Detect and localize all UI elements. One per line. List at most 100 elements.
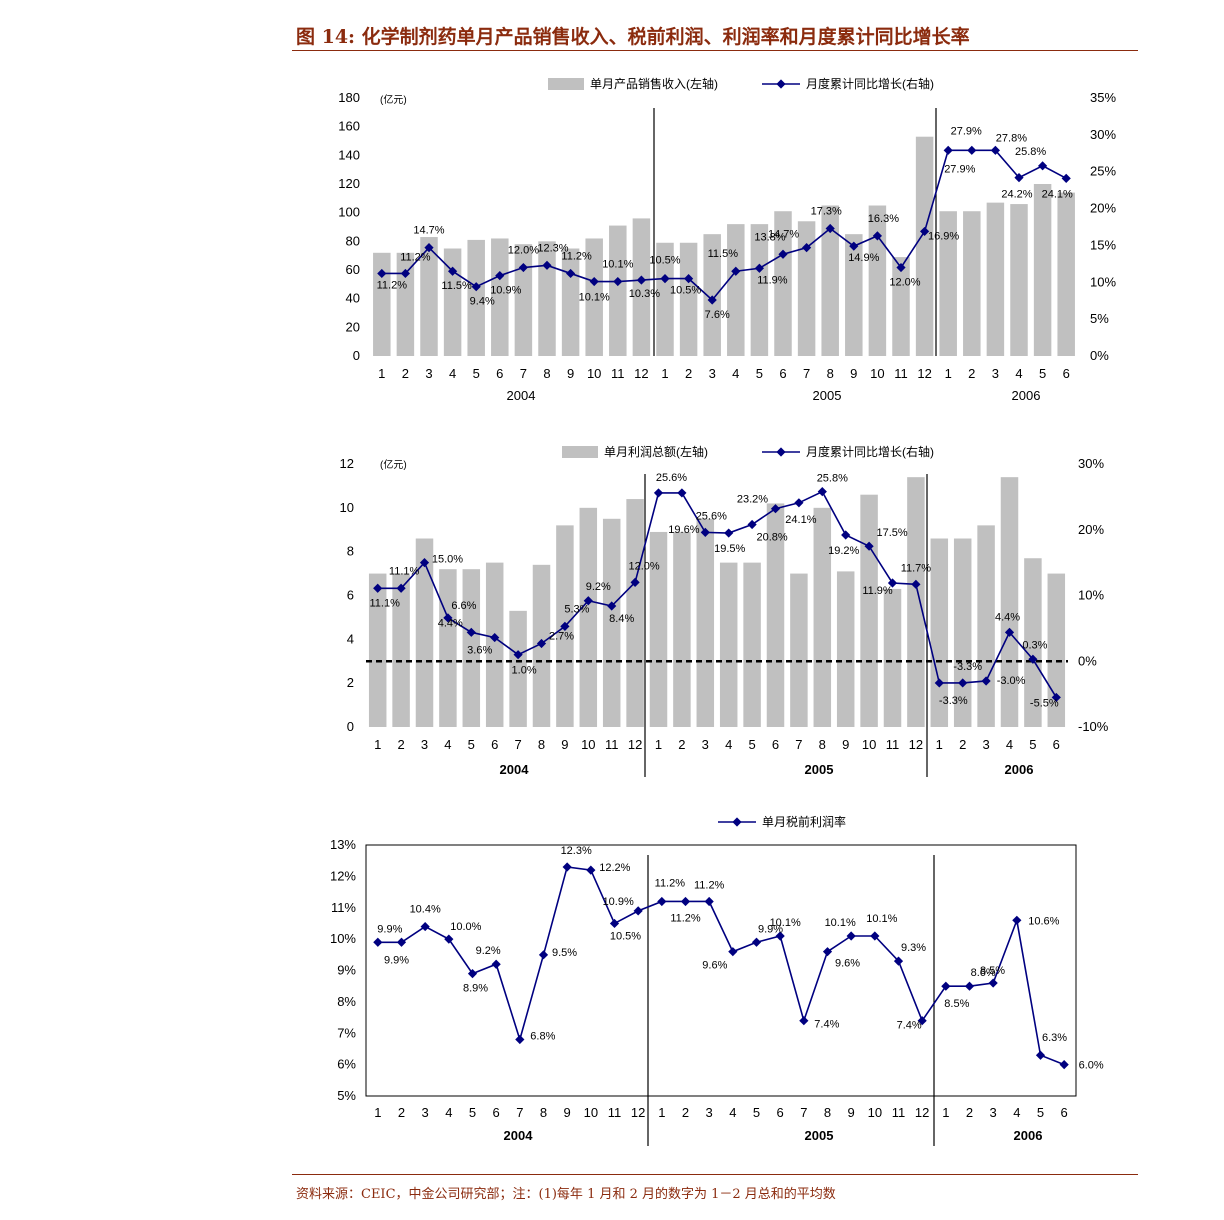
y-left-tick-label: 0 xyxy=(353,348,360,363)
bar xyxy=(892,257,910,356)
legend-line-label: 单月税前利润率 xyxy=(762,814,846,829)
plot-frame xyxy=(365,844,1077,1097)
x-tick-label: 11 xyxy=(894,366,908,381)
bar xyxy=(1024,558,1042,727)
y-right-tick-label: 5% xyxy=(1090,311,1109,326)
data-label: 11.1% xyxy=(389,565,420,577)
series-point xyxy=(775,931,785,941)
series-point xyxy=(778,249,788,259)
data-label: 11.2% xyxy=(670,912,701,924)
series-point xyxy=(967,145,977,155)
x-tick-label: 2 xyxy=(678,737,685,752)
x-tick-label: 9 xyxy=(564,1105,571,1120)
data-label: 24.1% xyxy=(1042,188,1073,200)
y-left-tick-label: 60 xyxy=(346,262,360,277)
bar xyxy=(1000,477,1019,727)
data-label: 10.9% xyxy=(603,896,634,908)
data-label: 15.0% xyxy=(432,554,463,566)
x-tick-label: 6 xyxy=(772,737,779,752)
x-tick-label: 4 xyxy=(1006,737,1013,752)
series-point xyxy=(424,243,434,253)
y-left-tick-label: 80 xyxy=(346,233,360,248)
series-point xyxy=(491,959,501,969)
legend-bar-swatch xyxy=(548,78,584,90)
y-left-tick-label: 160 xyxy=(338,119,360,134)
data-label: 11.2% xyxy=(561,250,592,262)
bar xyxy=(561,248,580,356)
bar xyxy=(845,234,863,356)
series-point xyxy=(513,650,523,660)
data-label: 9.5% xyxy=(552,947,577,959)
series-point xyxy=(731,266,741,276)
data-label: 13.8% xyxy=(754,231,785,243)
data-label: -5.5% xyxy=(1030,697,1059,709)
figure-footer: 资料来源：CEIC，中金公司研究部；注：(1)每年 1 月和 2 月的数字为 1… xyxy=(296,1187,836,1202)
x-tick-label: 7 xyxy=(514,737,521,752)
data-label: 10.3% xyxy=(629,288,660,300)
y-left-tick-label: 8% xyxy=(337,994,356,1009)
x-tick-label: 10 xyxy=(587,366,601,381)
x-tick-label: 1 xyxy=(655,737,662,752)
series-point xyxy=(636,275,646,285)
bar xyxy=(467,239,485,356)
series-point xyxy=(988,978,998,988)
data-label: 14.7% xyxy=(768,229,799,241)
series-point xyxy=(419,558,430,568)
x-tick-label: 6 xyxy=(496,366,503,381)
series-point xyxy=(817,487,827,497)
series-point xyxy=(846,931,856,941)
y-right-tick-label: 30% xyxy=(1090,127,1116,142)
x-tick-label: 1 xyxy=(661,366,668,381)
y-right-tick-label: 0% xyxy=(1090,348,1109,363)
legend-line-marker xyxy=(776,79,786,89)
x-tick-label: 10 xyxy=(581,737,595,752)
series-point xyxy=(896,262,906,273)
bar xyxy=(462,569,481,727)
y-right-tick-label: 20% xyxy=(1090,201,1116,216)
x-tick-label: 4 xyxy=(445,1105,452,1120)
year-label: 2004 xyxy=(504,1128,534,1143)
x-tick-label: 10 xyxy=(870,366,884,381)
x-tick-label: 6 xyxy=(779,366,786,381)
bar xyxy=(443,248,462,356)
series-point xyxy=(822,947,833,957)
legend-line-marker xyxy=(776,447,786,457)
bar xyxy=(821,205,839,356)
x-tick-label: 7 xyxy=(803,366,810,381)
series-point xyxy=(562,862,572,872)
bar xyxy=(719,562,738,727)
x-tick-label: 6 xyxy=(1061,1105,1068,1120)
x-tick-label: 11 xyxy=(886,737,900,752)
series-point xyxy=(538,950,549,960)
x-tick-label: 10 xyxy=(584,1105,598,1120)
series-point xyxy=(1004,627,1015,637)
data-label: 8.5% xyxy=(980,965,1005,977)
series-point xyxy=(870,931,880,941)
x-tick-label: 6 xyxy=(491,737,498,752)
series-point xyxy=(825,223,835,234)
series-point xyxy=(495,271,505,281)
data-label: 25.6% xyxy=(656,472,687,484)
series-point xyxy=(1035,1050,1046,1060)
bar xyxy=(579,507,598,727)
series-point xyxy=(964,981,975,991)
y-left-tick-label: 6% xyxy=(337,1057,356,1072)
data-label: 14.7% xyxy=(413,225,444,237)
y-right-tick-label: 10% xyxy=(1078,588,1104,603)
y-right-tick-label: 10% xyxy=(1090,274,1116,289)
data-label: 11.5% xyxy=(708,248,739,260)
bar xyxy=(538,241,556,356)
series-point xyxy=(680,896,691,907)
data-label: 10.5% xyxy=(649,255,680,267)
data-label: 7.4% xyxy=(897,1020,922,1032)
series-point xyxy=(700,527,710,537)
data-label: 9.9% xyxy=(384,954,409,966)
bar xyxy=(790,573,808,727)
series-point xyxy=(1061,173,1071,183)
year-label: 2005 xyxy=(813,388,842,403)
x-tick-label: 3 xyxy=(706,1105,713,1120)
data-label: 9.3% xyxy=(901,942,926,954)
x-tick-label: 3 xyxy=(702,737,709,752)
series-point xyxy=(943,145,953,155)
bar xyxy=(1057,192,1075,356)
